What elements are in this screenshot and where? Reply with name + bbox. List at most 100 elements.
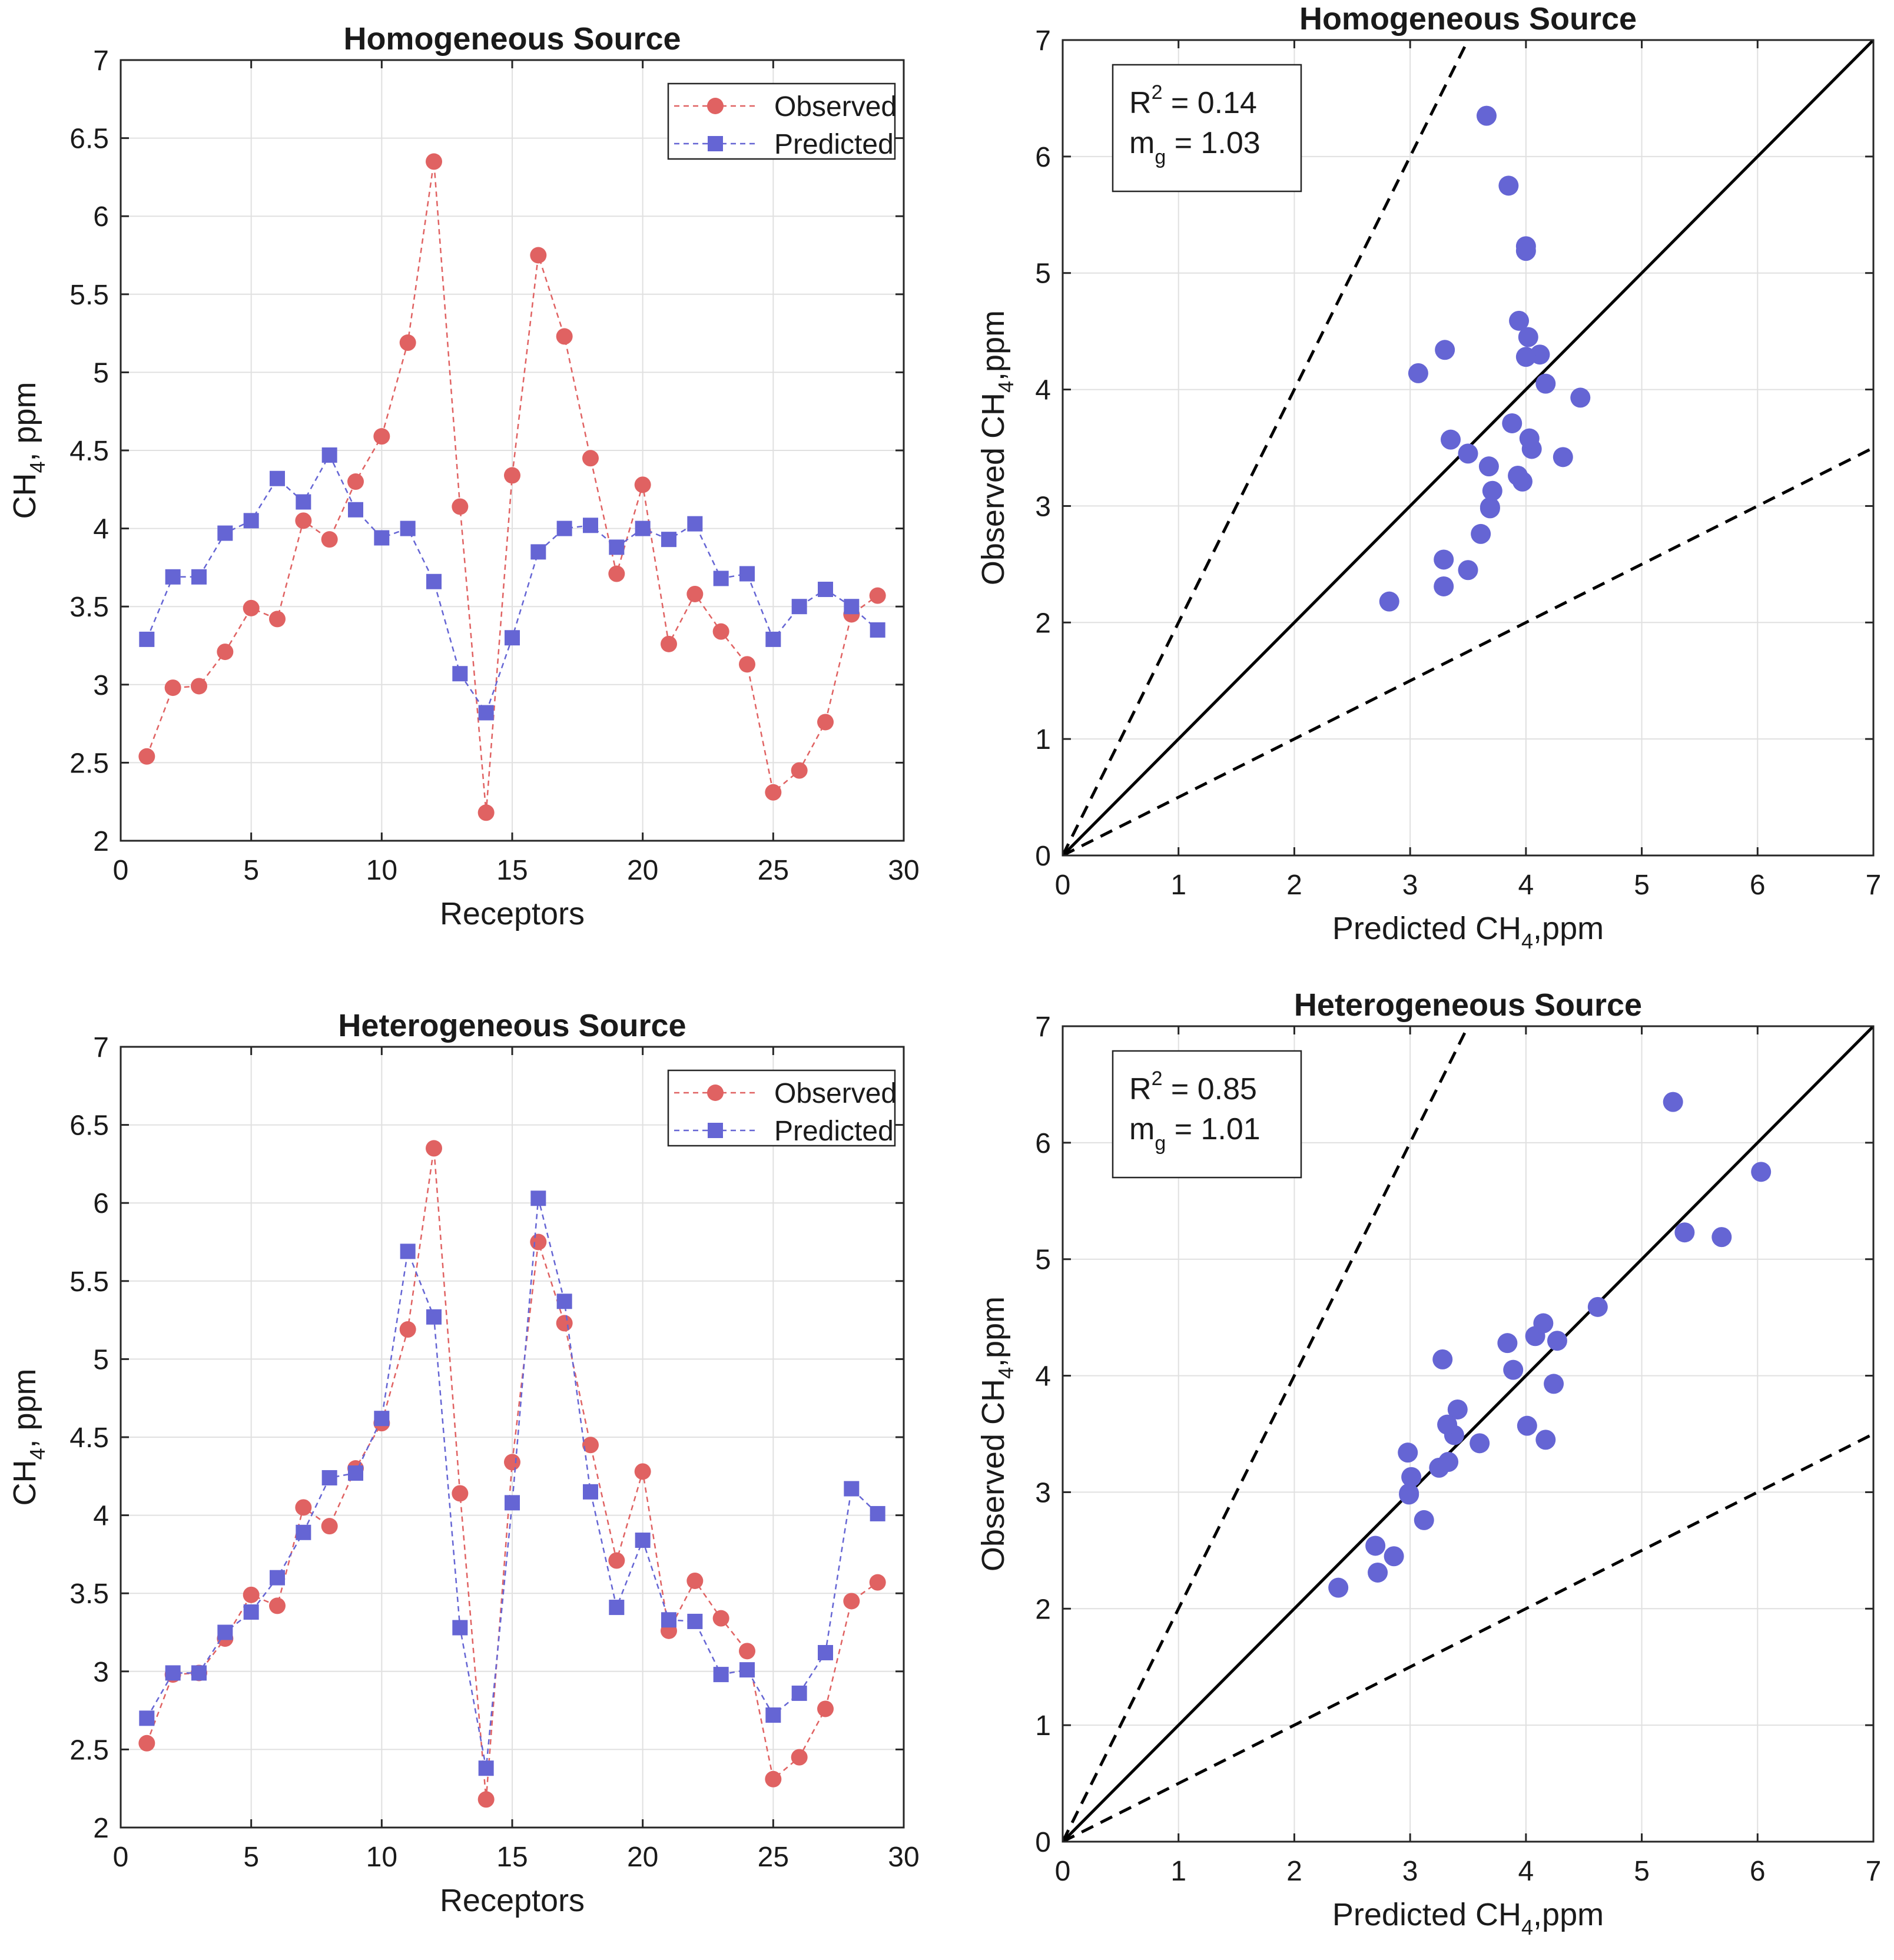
point-predicted xyxy=(635,520,651,536)
legend-box xyxy=(667,1069,896,1147)
legend-marker-circle xyxy=(707,98,724,114)
scatter-point xyxy=(1674,1222,1695,1243)
point-observed xyxy=(504,1454,520,1471)
y-axis-label-main: Observed CH xyxy=(976,1379,1011,1571)
point-observed xyxy=(217,644,234,661)
scatter-point xyxy=(1544,1374,1564,1394)
x-tick-label: 1 xyxy=(1170,1856,1186,1887)
point-observed xyxy=(712,623,729,640)
point-predicted xyxy=(426,573,442,589)
series-line-predicted xyxy=(146,1198,878,1769)
point-predicted xyxy=(530,544,546,560)
point-observed xyxy=(739,1643,755,1660)
point-observed xyxy=(243,1586,260,1603)
point-predicted xyxy=(661,532,676,548)
point-predicted xyxy=(818,1644,833,1660)
r-squared-superscript: 2 xyxy=(1152,1067,1163,1090)
r-squared-value: = 0.85 xyxy=(1162,1072,1256,1106)
point-predicted xyxy=(243,513,259,529)
x-tick-label: 6 xyxy=(1750,870,1766,901)
x-tick-label: 30 xyxy=(888,855,919,886)
mg-value: = 1.03 xyxy=(1166,126,1260,160)
point-predicted xyxy=(687,516,703,532)
x-tick-label: 10 xyxy=(366,1842,397,1873)
x-tick-label: 5 xyxy=(1634,870,1650,901)
mg-text: mg = 1.03 xyxy=(1129,126,1261,168)
x-axis-label-rest: ,ppm xyxy=(1533,911,1604,946)
point-predicted xyxy=(452,1620,468,1636)
scatter-point xyxy=(1498,175,1519,196)
scatter-point xyxy=(1535,1430,1556,1450)
scatter-point xyxy=(1458,443,1478,464)
x-tick-label: 2 xyxy=(1286,1856,1302,1887)
y-axis-label-rest: ,ppm xyxy=(976,310,1011,381)
point-predicted xyxy=(165,1665,181,1681)
point-predicted xyxy=(609,1600,625,1616)
legend-marker-circle xyxy=(707,1085,724,1101)
scatter-point xyxy=(1458,560,1478,581)
x-tick-label: 6 xyxy=(1750,1856,1766,1887)
y-tick-label: 4 xyxy=(1035,1361,1051,1392)
y-axis-label-main: CH xyxy=(7,473,42,519)
x-axis-label: Receptors xyxy=(440,896,585,931)
y-axis-label-sub: 4 xyxy=(25,1448,49,1460)
point-observed xyxy=(608,1552,625,1569)
y-tick-label: 3 xyxy=(1035,491,1051,522)
point-observed xyxy=(191,678,207,695)
y-axis-label: Observed CH4,ppm xyxy=(976,1296,1018,1571)
x-axis-label: Predicted CH4,ppm xyxy=(1332,911,1604,953)
point-observed xyxy=(138,1735,155,1752)
point-observed xyxy=(452,498,469,515)
scatter-point xyxy=(1478,456,1499,477)
point-predicted xyxy=(791,599,807,615)
y-tick-label: 0 xyxy=(1035,1827,1051,1858)
scatter-point xyxy=(1518,327,1538,347)
scatter-point xyxy=(1503,1359,1524,1380)
point-predicted xyxy=(870,622,885,638)
scatter-point xyxy=(1711,1227,1732,1248)
point-predicted xyxy=(296,494,311,510)
x-tick-label: 0 xyxy=(1055,870,1071,901)
x-tick-label: 10 xyxy=(366,855,397,886)
scatter-point xyxy=(1435,340,1455,360)
reference-line-slope-0.5 xyxy=(1063,446,1873,855)
r-squared-label: R xyxy=(1129,1072,1152,1106)
x-tick-label: 20 xyxy=(627,855,658,886)
x-axis-label-main: Predicted CH xyxy=(1332,1897,1521,1932)
x-tick-label: 1 xyxy=(1170,870,1186,901)
point-predicted xyxy=(452,666,468,682)
annotation-frame xyxy=(1112,64,1302,193)
chart-title: Homogeneous Source xyxy=(343,21,681,57)
scatter-point xyxy=(1497,1333,1518,1354)
scatter-point xyxy=(1379,591,1399,612)
scatter-point xyxy=(1547,1331,1567,1351)
point-observed xyxy=(243,599,260,616)
y-tick-label: 7 xyxy=(1035,25,1051,57)
point-observed xyxy=(556,328,573,345)
mg-value: = 1.01 xyxy=(1166,1112,1260,1146)
data-layer xyxy=(1063,40,1873,855)
x-tick-label: 25 xyxy=(758,855,789,886)
x-tick-label: 15 xyxy=(496,855,528,886)
y-tick-label: 5 xyxy=(93,357,109,389)
point-predicted xyxy=(400,520,416,536)
legend-box xyxy=(667,82,896,160)
x-tick-label: 7 xyxy=(1866,1856,1882,1887)
point-predicted xyxy=(139,1710,155,1726)
x-tick-label: 15 xyxy=(496,1842,528,1873)
y-tick-label: 7 xyxy=(93,1032,109,1063)
x-tick-label: 4 xyxy=(1518,870,1534,901)
y-axis-label: CH4, ppm xyxy=(7,382,49,519)
legend-label-predicted: Predicted xyxy=(774,1116,894,1147)
x-tick-label: 3 xyxy=(1402,1856,1418,1887)
x-axis-label-sub: 4 xyxy=(1521,929,1533,953)
y-tick-label: 0 xyxy=(1035,841,1051,872)
y-axis-label-rest: ,ppm xyxy=(976,1296,1011,1367)
data-layer xyxy=(1063,1026,1873,1842)
point-observed xyxy=(164,679,181,697)
y-tick-label: 2 xyxy=(1035,1594,1051,1625)
x-tick-label: 5 xyxy=(243,855,259,886)
y-tick-label: 6.5 xyxy=(69,124,109,155)
y-tick-label: 6 xyxy=(1035,142,1051,173)
